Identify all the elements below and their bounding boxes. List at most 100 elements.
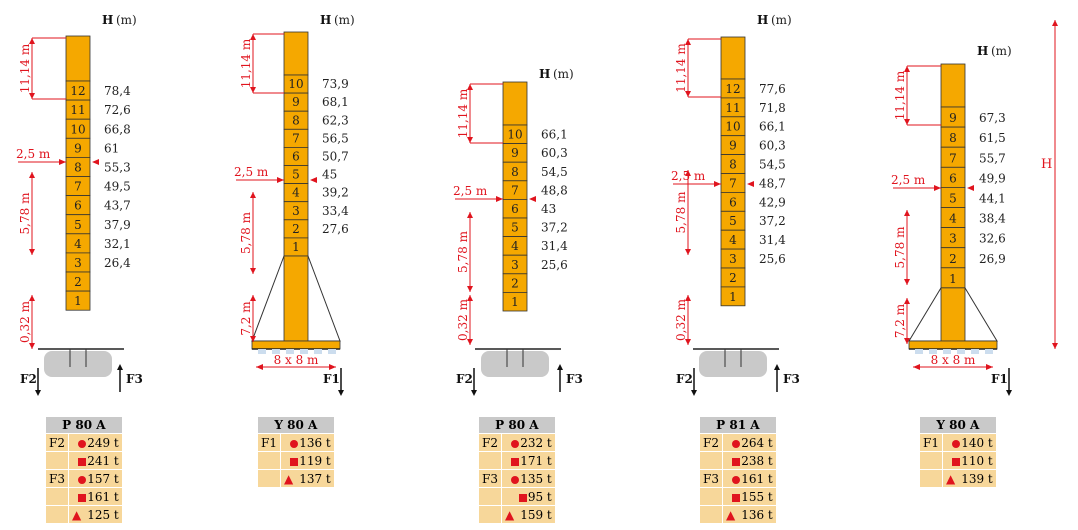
hat-icon: ▲: [945, 471, 956, 486]
row-label: F1: [257, 433, 281, 452]
section-number: 1: [511, 295, 519, 309]
level-label: 72,6: [104, 103, 131, 117]
row-value: 161 t: [741, 471, 773, 486]
row-value: 136 t: [299, 435, 331, 450]
row-label: F2: [478, 433, 502, 452]
section-number: 3: [74, 256, 82, 270]
dot-icon: [290, 439, 299, 448]
base-dimension-label: 7,2 m: [239, 301, 253, 336]
row-value-cell: ▲ 139 t: [941, 469, 997, 488]
top-dimension-label: 11,14 m: [893, 70, 907, 120]
dot-icon: [511, 475, 520, 484]
arrow-head: [934, 185, 941, 191]
section-number: 5: [729, 214, 737, 228]
row-label: [257, 469, 281, 488]
mast-foot: [283, 255, 309, 342]
row-label: [919, 451, 943, 470]
arrow-head: [338, 390, 344, 396]
top-dimension-label: 11,14 m: [18, 43, 32, 93]
arrow-head: [471, 390, 477, 396]
mast-top: [65, 35, 91, 82]
section-number: 10: [288, 77, 303, 91]
row-value-cell: 171 t: [500, 451, 556, 470]
rail-block: [328, 349, 336, 354]
table-row: F3 161 t: [699, 469, 777, 488]
level-label: 37,2: [541, 221, 568, 235]
arrow-head: [904, 298, 910, 304]
section-number: 5: [74, 218, 82, 232]
section-number: 3: [511, 258, 519, 272]
height-axis-label: H: [102, 13, 113, 27]
section-number: 6: [511, 202, 519, 216]
row-label: [699, 451, 723, 470]
arrow-head: [747, 181, 754, 187]
arrow-head: [29, 38, 35, 44]
level-label: 66,1: [541, 128, 568, 142]
mast-top: [940, 63, 966, 108]
level-label: 77,6: [759, 82, 786, 96]
level-label: 45: [322, 168, 337, 182]
rail-block: [957, 349, 965, 354]
section-number: 8: [949, 131, 957, 145]
row-label: [478, 451, 502, 470]
load-table: Y 80 A F1 140 t 110 t ▲ 139 t: [919, 416, 997, 488]
row-value: 161 t: [87, 489, 119, 504]
mast-section: [502, 291, 528, 312]
arrow-head: [986, 364, 993, 370]
table-title: Y 80 A: [919, 416, 997, 434]
arrow-head: [685, 170, 691, 176]
table-row: F3 157 t: [45, 469, 123, 488]
force-label: F1: [323, 372, 340, 386]
foundation-block: [699, 351, 767, 377]
arrow-head: [35, 390, 41, 396]
section-number: 4: [292, 186, 300, 200]
row-value: 155 t: [741, 489, 773, 504]
level-label: 31,4: [541, 239, 568, 253]
section-dimension-label: 5,78 m: [239, 211, 253, 254]
arrow-head: [250, 87, 256, 93]
section-number: 10: [507, 128, 522, 142]
load-table: P 81 A F2 264 t 238 t F3 161 t 155 t ▲ 136 t: [699, 416, 777, 524]
table-row: F3 135 t: [478, 469, 556, 488]
arrow-head: [557, 364, 563, 370]
section-number: 3: [949, 232, 957, 246]
top-dimension-label: 11,14 m: [456, 88, 470, 138]
level-label: 78,4: [104, 84, 131, 98]
row-label: [45, 487, 69, 506]
rail-block: [258, 349, 266, 354]
table-row: F2 232 t: [478, 433, 556, 452]
arrow-head: [904, 66, 910, 72]
level-label: 43,7: [104, 199, 131, 213]
force-label: F3: [566, 372, 583, 386]
row-value: 171 t: [520, 453, 552, 468]
row-value: 157 t: [87, 471, 119, 486]
row-label: [45, 451, 69, 470]
foundation-block: [44, 351, 112, 377]
dot-icon: [952, 439, 961, 448]
arrow-head: [685, 339, 691, 345]
row-value: 125 t: [87, 507, 119, 522]
arrow-head: [310, 177, 317, 183]
row-value: 249 t: [87, 435, 119, 450]
section-number: 2: [949, 252, 957, 266]
row-value-cell: ▲ 136 t: [721, 505, 777, 524]
row-value: 137 t: [299, 471, 331, 486]
arrow-head: [256, 364, 263, 370]
overall-height-label: H: [1041, 157, 1052, 172]
arrow-head: [92, 159, 99, 165]
side-dim-label: 2,5 m: [671, 169, 706, 183]
arrow-head: [685, 249, 691, 255]
row-label: F3: [45, 469, 69, 488]
level-label: 48,8: [541, 183, 568, 197]
section-number: 7: [949, 151, 957, 165]
level-label: 38,4: [979, 212, 1006, 226]
table-title: Y 80 A: [257, 416, 335, 434]
section-number: 5: [292, 168, 300, 182]
row-label: [478, 487, 502, 506]
rail-block: [971, 349, 979, 354]
row-value-cell: 249 t: [67, 433, 123, 452]
ballast-frame: [908, 340, 998, 350]
arrow-head: [1052, 343, 1058, 349]
arrow-head: [904, 338, 910, 344]
mast-foot: [940, 287, 966, 342]
